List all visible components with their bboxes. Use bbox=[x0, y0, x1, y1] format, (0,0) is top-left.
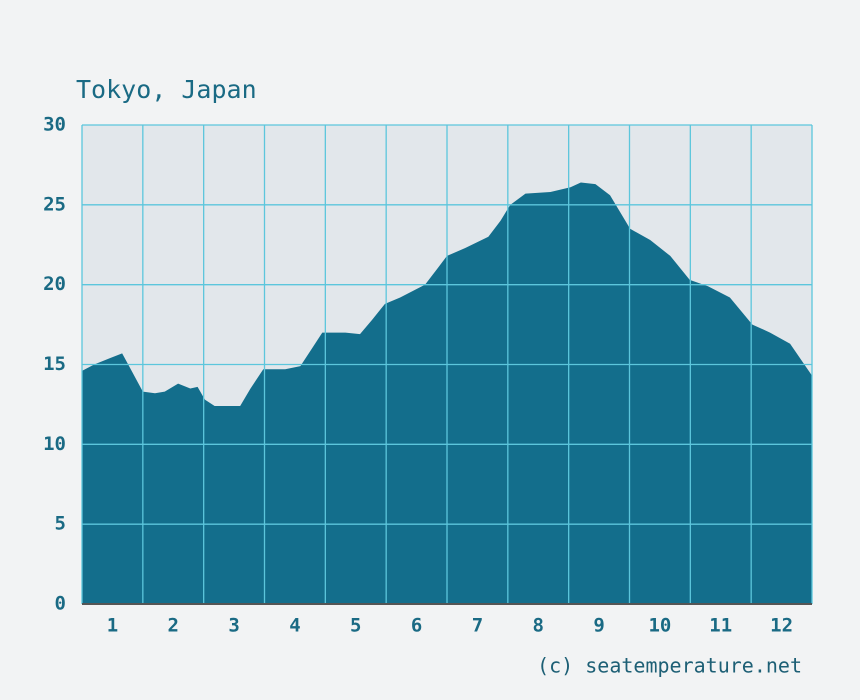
x-tick-label: 4 bbox=[289, 615, 300, 637]
y-tick-label: 30 bbox=[43, 114, 66, 136]
x-tick-label: 12 bbox=[770, 615, 793, 637]
x-tick-label: 2 bbox=[168, 615, 179, 637]
x-tick-label: 11 bbox=[709, 615, 732, 637]
y-tick-label: 20 bbox=[43, 273, 66, 295]
y-tick-label: 25 bbox=[43, 193, 66, 215]
x-tick-label: 6 bbox=[411, 615, 422, 637]
x-tick-label: 10 bbox=[648, 615, 671, 637]
x-tick-label: 9 bbox=[593, 615, 604, 637]
x-tick-label: 1 bbox=[107, 615, 118, 637]
y-tick-label: 15 bbox=[43, 353, 66, 375]
y-tick-label: 10 bbox=[43, 433, 66, 455]
x-tick-label: 7 bbox=[472, 615, 483, 637]
y-tick-label: 5 bbox=[55, 513, 66, 535]
y-tick-label: 0 bbox=[55, 593, 66, 615]
x-tick-label: 3 bbox=[228, 615, 239, 637]
chart-title: Tokyo, Japan bbox=[76, 75, 257, 104]
x-tick-label: 5 bbox=[350, 615, 361, 637]
x-tick-label: 8 bbox=[533, 615, 544, 637]
footer-credit: (c) seatemperature.net bbox=[537, 654, 802, 678]
